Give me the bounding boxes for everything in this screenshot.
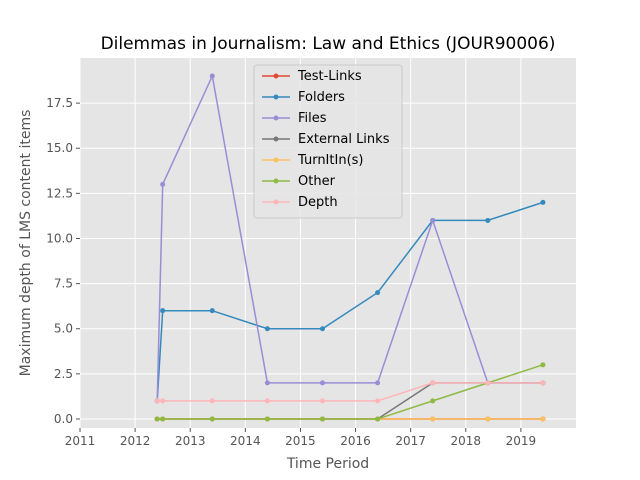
legend-item: Test-Links xyxy=(262,69,362,84)
legend-frame xyxy=(253,64,403,219)
data-point xyxy=(319,380,325,386)
x-tick-label: 2011 xyxy=(65,434,96,448)
data-point xyxy=(430,217,436,223)
data-point xyxy=(375,380,381,386)
legend-swatch-marker xyxy=(273,199,279,205)
x-tick-label: 2019 xyxy=(506,434,537,448)
data-point xyxy=(160,398,166,404)
data-point xyxy=(485,217,491,223)
data-point xyxy=(209,308,215,314)
data-point xyxy=(264,326,270,332)
legend-label: Depth xyxy=(298,195,338,210)
legend-label: Test-Links xyxy=(297,69,362,84)
legend: Test-Links Folders Files External Links Turn… xyxy=(253,64,403,219)
legend-label: Other xyxy=(298,174,336,189)
data-point xyxy=(485,416,491,422)
legend-label: Folders xyxy=(298,90,345,105)
data-point xyxy=(264,416,270,422)
y-axis-label: Maximum depth of LMS content items xyxy=(18,110,34,377)
series-other xyxy=(154,362,546,422)
data-point xyxy=(209,398,215,404)
data-point xyxy=(264,380,270,386)
legend-item: External Links xyxy=(262,132,390,147)
x-tick-label: 2016 xyxy=(340,434,371,448)
data-point xyxy=(540,380,546,386)
series-depth xyxy=(154,380,546,404)
y-tick-label: 7.5 xyxy=(54,277,73,291)
y-tick-label: 12.5 xyxy=(46,186,73,200)
x-tick-label: 2013 xyxy=(175,434,206,448)
legend-swatch-marker xyxy=(273,178,279,184)
data-point xyxy=(209,73,215,79)
legend-swatch-marker xyxy=(273,136,279,142)
legend-label: External Links xyxy=(298,132,390,147)
data-point xyxy=(540,199,546,205)
data-point xyxy=(375,290,381,296)
chart-title: Dilemmas in Journalism: Law and Ethics (… xyxy=(101,34,556,54)
data-point xyxy=(485,380,491,386)
legend-swatch-marker xyxy=(273,94,279,100)
x-ticks: 2011 2012 2013 2014 2015 2016 2017 2018 2019 xyxy=(65,428,536,448)
legend-label: TurnItIn(s) xyxy=(297,153,363,168)
data-point xyxy=(375,416,381,422)
series-group xyxy=(154,73,546,422)
legend-item: Other xyxy=(262,174,336,189)
legend-item: Folders xyxy=(262,90,345,105)
data-point xyxy=(319,398,325,404)
data-point xyxy=(319,326,325,332)
y-tick-label: 17.5 xyxy=(46,96,73,110)
data-point xyxy=(540,362,546,368)
x-tick-label: 2018 xyxy=(451,434,482,448)
legend-swatch-marker xyxy=(273,115,279,121)
data-point xyxy=(154,416,160,422)
legend-swatch-marker xyxy=(273,73,279,79)
x-tick-label: 2012 xyxy=(120,434,151,448)
x-tick-label: 2017 xyxy=(395,434,426,448)
data-point xyxy=(264,398,270,404)
data-point xyxy=(160,416,166,422)
data-point xyxy=(160,181,166,187)
y-ticks: 0.0 2.5 5.0 7.5 10.0 12.5 15.0 17.5 xyxy=(46,96,80,426)
data-point xyxy=(319,416,325,422)
data-point xyxy=(375,398,381,404)
y-tick-label: 10.0 xyxy=(46,231,73,245)
data-point xyxy=(209,416,215,422)
legend-item: Depth xyxy=(262,195,338,210)
legend-label: Files xyxy=(298,111,327,126)
data-point xyxy=(160,308,166,314)
data-point xyxy=(430,416,436,422)
data-point xyxy=(430,398,436,404)
x-tick-label: 2014 xyxy=(230,434,261,448)
legend-item: Files xyxy=(262,111,327,126)
y-tick-label: 5.0 xyxy=(54,322,73,336)
y-tick-label: 2.5 xyxy=(54,367,73,381)
legend-swatch-marker xyxy=(273,157,279,163)
y-tick-label: 15.0 xyxy=(46,141,73,155)
data-point xyxy=(540,416,546,422)
data-point xyxy=(430,380,436,386)
x-axis-label: Time Period xyxy=(286,456,369,472)
data-point xyxy=(154,398,160,404)
legend-item: TurnItIn(s) xyxy=(262,153,363,168)
y-tick-label: 0.0 xyxy=(54,412,73,426)
x-tick-label: 2015 xyxy=(285,434,316,448)
